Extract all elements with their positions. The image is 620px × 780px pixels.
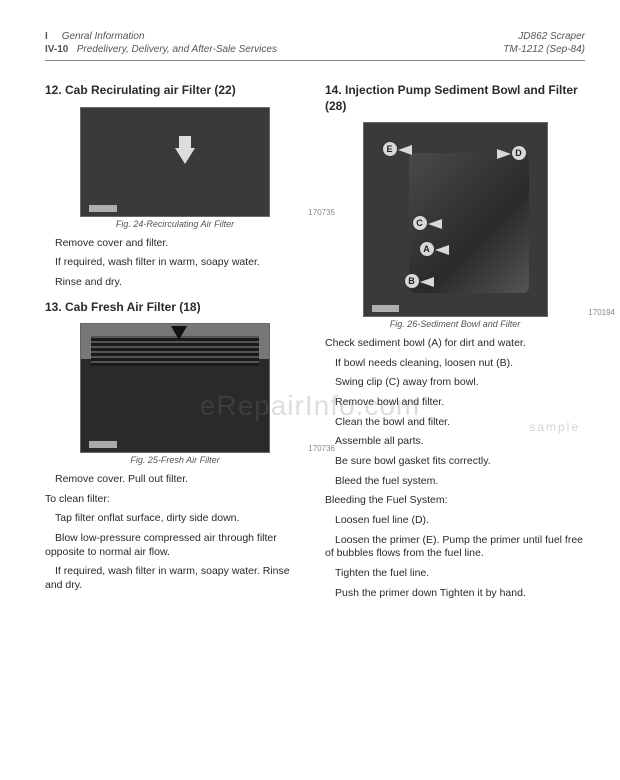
fig25-corner-id: T70735	[89, 441, 117, 448]
s13-step-1: Remove cover. Pull out filter.	[45, 473, 305, 487]
callout-a: A	[419, 241, 435, 257]
s14-step-6: Assemble all parts.	[325, 435, 585, 449]
arrow-down-icon	[175, 148, 195, 164]
callout-c-arrow-icon	[428, 219, 442, 229]
callout-a-arrow-icon	[435, 245, 449, 255]
section-13-title: 13. Cab Fresh Air Filter (18)	[45, 300, 305, 316]
s14-step-1: Check sediment bowl (A) for dirt and wat…	[325, 337, 585, 351]
figure-24: T70735	[80, 107, 270, 217]
figure-26: E D C A B T70194	[363, 122, 548, 317]
callout-c: C	[412, 215, 428, 231]
fig25-caption: Fig. 25-Fresh Air Filter	[45, 455, 305, 465]
header-docid: TM-1212 (Sep-84)	[503, 43, 585, 56]
s13-step-4: If required, wash filter in warm, soapy …	[45, 565, 305, 592]
s14-step-10: Loosen the primer (E). Pump the primer u…	[325, 534, 585, 561]
fig26-number: 170194	[588, 308, 615, 317]
s14-step-4: Remove bowl and filter.	[325, 396, 585, 410]
vent-lines	[91, 336, 259, 366]
header-section-bottom: Predelivery, Delivery, and After-Sale Se…	[77, 44, 277, 55]
figure-25: T70735	[80, 323, 270, 453]
callout-e-arrow-icon	[398, 145, 412, 155]
s13-step-2: Tap filter onflat surface, dirty side do…	[45, 512, 305, 526]
s14-bleed-title: Bleeding the Fuel System:	[325, 494, 585, 508]
fig24-corner-id: T70735	[89, 205, 117, 212]
header-model: JD862 Scraper	[503, 30, 585, 43]
header-section-top: Genral Information	[62, 31, 145, 42]
s13-step-3: Blow low-pressure compressed air through…	[45, 532, 305, 559]
header-left: I Genral Information IV-10 Predelivery, …	[45, 30, 277, 56]
header-right: JD862 Scraper TM-1212 (Sep-84)	[503, 30, 585, 56]
callout-b-arrow-icon	[420, 277, 434, 287]
s12-step-3: Rinse and dry.	[45, 276, 305, 290]
section-12-title: 12. Cab Recirulating air Filter (22)	[45, 83, 305, 99]
s14-step-8: Bleed the fuel system.	[325, 475, 585, 489]
s12-step-1: Remove cover and filter.	[45, 237, 305, 251]
section-14-title: 14. Injection Pump Sediment Bowl and Fil…	[325, 83, 585, 114]
s14-step-7: Be sure bowl gasket fits correctly.	[325, 455, 585, 469]
callout-d: D	[511, 145, 527, 161]
fig26-caption: Fig. 26-Sediment Bowl and Filter	[325, 319, 585, 329]
callout-b: B	[404, 273, 420, 289]
fig25-number: 170736	[308, 444, 335, 453]
s14-step-12: Push the primer down Tighten it by hand.	[325, 587, 585, 601]
sample-watermark: sample	[529, 420, 580, 434]
right-column: 14. Injection Pump Sediment Bowl and Fil…	[325, 79, 585, 606]
page-prefix-top: I	[45, 31, 48, 42]
callout-e: E	[382, 141, 398, 157]
arrow-down-black-icon	[171, 326, 187, 340]
s14-step-9: Loosen fuel line (D).	[325, 514, 585, 528]
s14-step-11: Tighten the fuel line.	[325, 567, 585, 581]
s13-intro: To clean filter:	[45, 493, 305, 507]
content-columns: 12. Cab Recirulating air Filter (22) T70…	[45, 79, 585, 606]
s14-step-3: Swing clip (C) away from bowl.	[325, 376, 585, 390]
page-prefix-bottom: IV-10	[45, 44, 68, 55]
left-column: 12. Cab Recirulating air Filter (22) T70…	[45, 79, 305, 606]
page-header: I Genral Information IV-10 Predelivery, …	[45, 30, 585, 61]
fig24-caption: Fig. 24-Recirculating Air Filter	[45, 219, 305, 229]
fig26-corner-id: T70194	[372, 305, 400, 312]
s14-step-2: If bowl needs cleaning, loosen nut (B).	[325, 357, 585, 371]
callout-d-arrow-icon	[497, 149, 511, 159]
s12-step-2: If required, wash filter in warm, soapy …	[45, 256, 305, 270]
